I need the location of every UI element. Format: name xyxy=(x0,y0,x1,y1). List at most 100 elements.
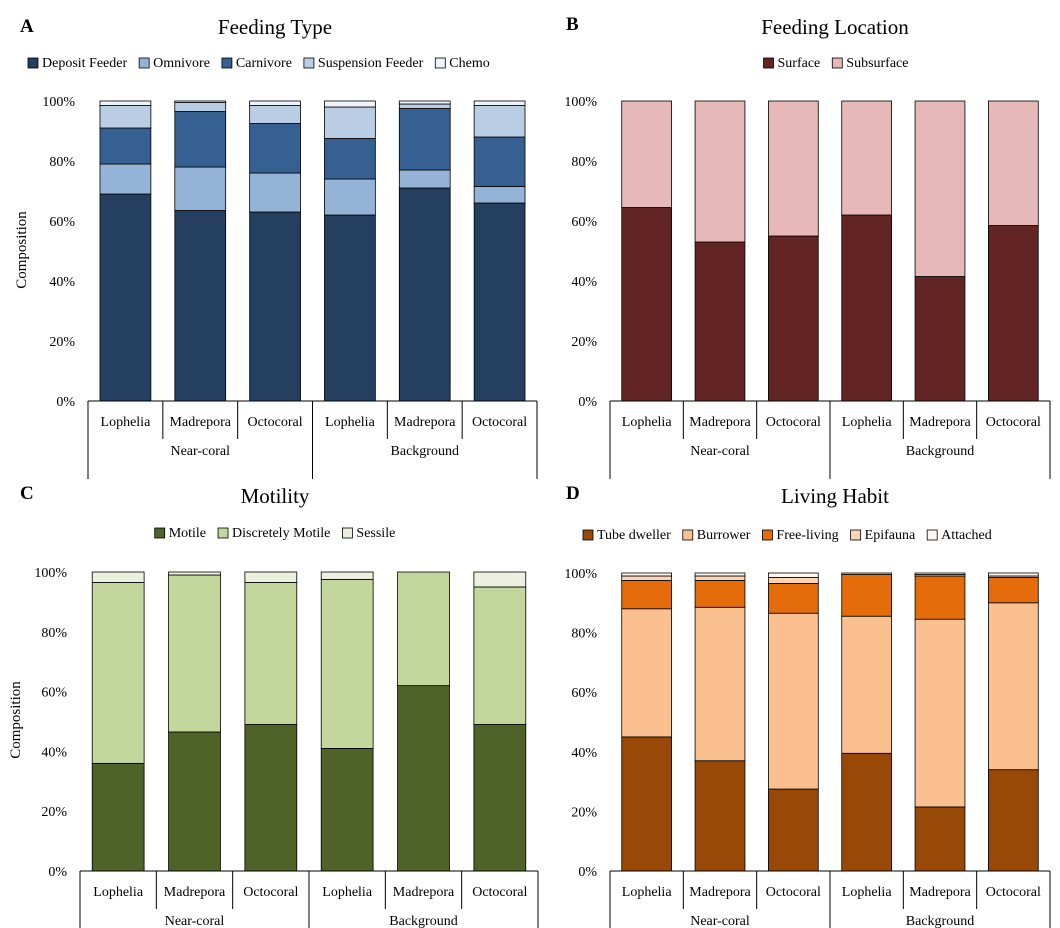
panel-motility: C Motility Composition Motile Discretely … xyxy=(8,483,539,928)
bar-segment xyxy=(91,582,145,764)
legend-swatch xyxy=(762,529,773,541)
legend-swatch xyxy=(682,529,694,541)
legend-label: Epifauna xyxy=(865,528,916,543)
bar-segment xyxy=(694,241,746,402)
legend-label: Free-living xyxy=(776,528,838,543)
bar-segment xyxy=(914,572,966,575)
bar-segment xyxy=(249,105,301,124)
legend-label: Motile xyxy=(169,526,206,541)
bar-segment xyxy=(473,186,526,204)
y-tick-label: 60% xyxy=(49,215,75,230)
group-label: Background xyxy=(906,914,974,928)
bar-segment xyxy=(988,602,1039,771)
legend-label: Surface xyxy=(778,56,821,71)
y-tick-label: 100% xyxy=(34,566,67,581)
bar-segment xyxy=(988,225,1039,402)
bar-segment xyxy=(768,572,819,578)
y-tick-label: 100% xyxy=(42,95,75,110)
legend-label: Discretely Motile xyxy=(232,526,330,541)
bar-segment xyxy=(694,606,746,762)
bar-segment xyxy=(988,572,1039,577)
y-tick-label: 0% xyxy=(578,395,597,410)
x-tick-label: Octocoral xyxy=(986,885,1041,900)
y-tick-label: 100% xyxy=(564,567,597,582)
bar-segment xyxy=(174,166,227,211)
y-tick-label: 80% xyxy=(49,155,75,170)
bar-segment xyxy=(473,136,526,187)
x-tick-label: Lophelia xyxy=(842,885,893,900)
y-tick-label: 60% xyxy=(571,215,597,230)
bar-segment xyxy=(174,100,227,103)
bar-segment xyxy=(249,211,301,402)
bar-segment xyxy=(99,127,152,165)
legend-swatch xyxy=(763,57,774,69)
bar-segment xyxy=(768,235,819,402)
legend-swatch xyxy=(850,529,862,541)
legend-label: Deposit Feeder xyxy=(42,56,127,71)
bar-segment xyxy=(694,100,746,243)
bar-segment xyxy=(249,100,301,106)
panel-letter: C xyxy=(20,483,34,504)
legend-label: Suspension Feeder xyxy=(318,56,424,71)
group-label: Near-coral xyxy=(690,444,750,459)
group-label: Background xyxy=(389,914,457,928)
bar-segment xyxy=(841,615,893,754)
legend: Tube dweller Burrower Free-living Epifauna A… xyxy=(582,528,992,543)
legend-label: Omnivore xyxy=(153,56,210,71)
x-tick-label: Lophelia xyxy=(842,415,893,430)
y-tick-label: 20% xyxy=(49,335,75,350)
group-label: Near-coral xyxy=(170,444,230,459)
bar-segment xyxy=(244,571,298,583)
chart-title: Motility xyxy=(241,484,310,508)
bar-segment xyxy=(398,100,451,105)
bar-segment xyxy=(841,214,893,402)
bar-segment xyxy=(398,187,451,402)
bar-segment xyxy=(914,276,966,402)
bar-segment xyxy=(621,580,673,610)
bar-segment xyxy=(841,100,893,216)
legend-swatch xyxy=(154,527,166,539)
bar-segment xyxy=(473,105,526,138)
bar-segment xyxy=(324,138,376,180)
legend: Surface Subsurface xyxy=(763,56,908,71)
panel-living-habit: D Living Habit Tube dweller Burrower Free-… xyxy=(564,483,1051,928)
bar-segment xyxy=(914,100,966,277)
bar-segment xyxy=(99,100,152,106)
bar-segment xyxy=(914,618,966,808)
bar-segment xyxy=(768,612,819,790)
bar-segment xyxy=(398,108,451,171)
y-tick-label: 40% xyxy=(571,275,597,290)
legend-swatch xyxy=(831,57,843,69)
legend-swatch xyxy=(217,527,229,539)
x-tick-label: Octocoral xyxy=(472,885,527,900)
panel-feeding-location: B Feeding Location Surface Subsurface 0% 2… xyxy=(564,14,1051,479)
bar-segment xyxy=(694,575,746,581)
bar-segment xyxy=(99,163,152,195)
x-tick-label: Lophelia xyxy=(325,415,376,430)
plot-area: 0% 20% 40% 60% 80% 100% Lophelia Madrepora Octoc… xyxy=(34,566,539,928)
bar-segment xyxy=(91,762,145,872)
bar-segment xyxy=(244,582,298,725)
x-tick-label: Octocoral xyxy=(247,415,302,430)
bar-segment xyxy=(841,752,893,872)
group-label: Near-coral xyxy=(690,914,750,928)
group-label: Near-coral xyxy=(165,914,225,928)
x-tick-label: Octocoral xyxy=(766,415,821,430)
bar-segment xyxy=(768,788,819,872)
plot-area: 0% 20% 40% 60% 80% 100% Lophelia Madrepora Octoc… xyxy=(564,95,1051,479)
legend-label: Tube dweller xyxy=(597,528,671,543)
bar-segment xyxy=(324,106,376,139)
x-tick-label: Madrepora xyxy=(164,885,226,900)
legend-swatch xyxy=(221,57,233,69)
y-axis-label: Composition xyxy=(8,681,24,759)
legend-label: Attached xyxy=(941,528,992,543)
legend-label: Chemo xyxy=(449,56,489,71)
legend: Deposit Feeder Omnivore Carnivore Suspensio… xyxy=(27,56,490,71)
y-tick-label: 40% xyxy=(49,275,75,290)
chart-title: Living Habit xyxy=(781,484,889,508)
x-tick-label: Madrepora xyxy=(909,415,971,430)
x-tick-label: Madrepora xyxy=(170,415,232,430)
x-tick-label: Madrepora xyxy=(394,415,456,430)
bar-segment xyxy=(320,571,374,580)
